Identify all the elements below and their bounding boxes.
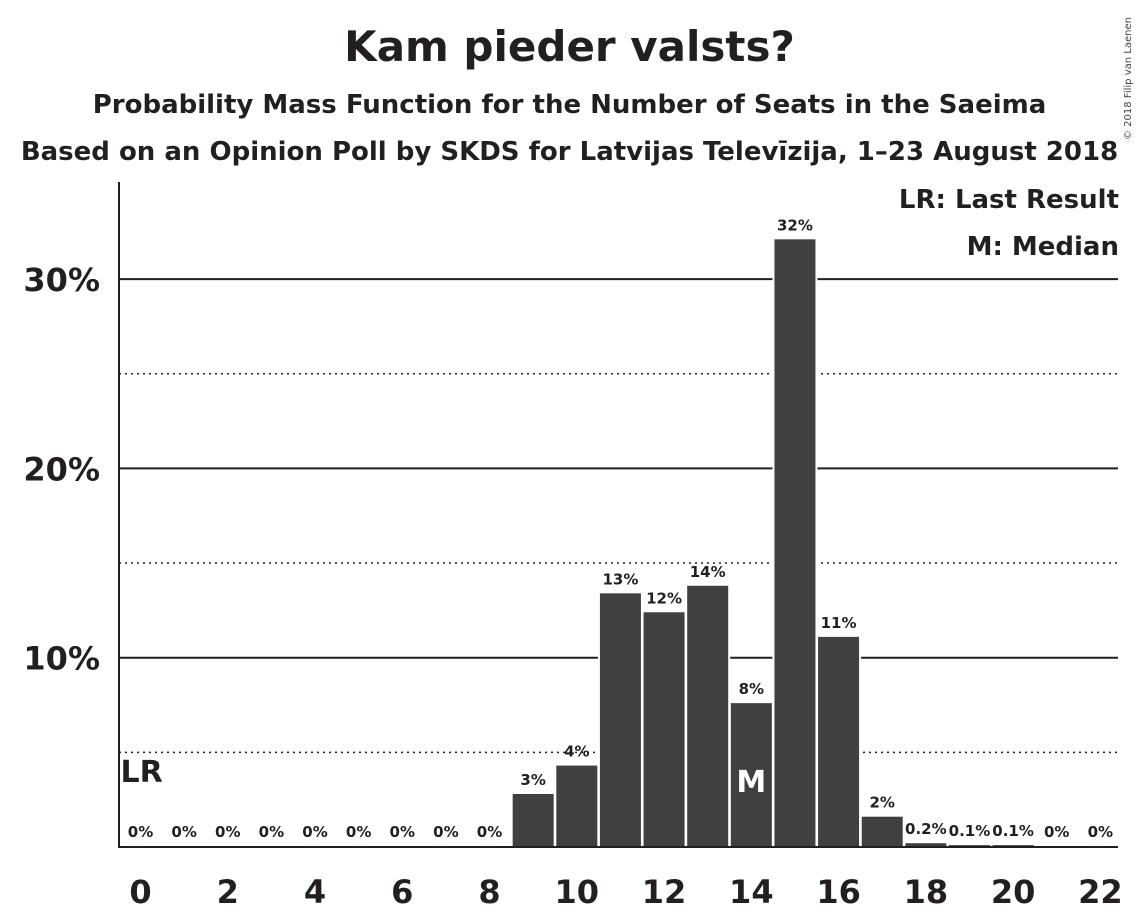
data-label-seat-14: 8% — [739, 680, 764, 698]
data-label-seat-21: 0% — [1044, 823, 1069, 841]
y-tick-label: 30% — [23, 261, 100, 299]
bar-seat-16 — [818, 636, 860, 847]
x-tick-label: 12 — [642, 873, 687, 911]
bar-seat-11 — [599, 593, 641, 847]
x-tick-label: 6 — [391, 873, 413, 911]
chart-subtitle-source: Based on an Opinion Poll by SKDS for Lat… — [20, 137, 1119, 167]
bar-seat-15 — [774, 239, 816, 848]
x-tick-label: 10 — [555, 873, 600, 911]
data-label-seat-22: 0% — [1088, 823, 1113, 841]
chart-title: Kam pieder valsts? — [344, 22, 795, 71]
data-label-seat-9: 3% — [520, 771, 545, 789]
chart-subtitle: Probability Mass Function for the Number… — [92, 90, 1047, 120]
data-label-seat-18: 0.2% — [905, 820, 947, 838]
data-label-seat-10: 4% — [564, 743, 589, 761]
x-tick-label: 20 — [991, 873, 1036, 911]
x-tick-label: 16 — [816, 873, 861, 911]
data-label-seat-11: 13% — [602, 570, 638, 588]
last-result-marker: LR — [121, 755, 163, 790]
bar-seat-10 — [556, 765, 598, 847]
x-tick-label: 0 — [129, 873, 151, 911]
bar-seat-13 — [687, 585, 729, 847]
data-label-seat-17: 2% — [869, 794, 894, 812]
median-marker: M — [736, 765, 766, 800]
data-label-seat-4: 0% — [302, 823, 327, 841]
bar-outline — [990, 843, 1036, 847]
x-tick-label: 8 — [478, 873, 500, 911]
bar-seat-14 — [730, 703, 772, 847]
data-label-seat-15: 32% — [777, 216, 813, 234]
bar-seat-12 — [643, 612, 685, 847]
x-tick-label: 22 — [1078, 873, 1123, 911]
y-tick-label: 10% — [23, 640, 100, 678]
x-tick-label: 4 — [304, 873, 326, 911]
x-tick-label: 2 — [217, 873, 239, 911]
bar-seat-18 — [905, 843, 947, 847]
data-label-seat-6: 0% — [390, 823, 415, 841]
legend-median: M: Median — [966, 232, 1119, 262]
x-tick-label: 14 — [729, 873, 774, 911]
data-label-seat-12: 12% — [646, 589, 682, 607]
data-label-seat-8: 0% — [477, 823, 502, 841]
data-label-seat-7: 0% — [433, 823, 458, 841]
y-tick-label: 20% — [23, 450, 100, 488]
data-label-seat-16: 11% — [821, 614, 857, 632]
bar-outline — [946, 843, 992, 847]
data-label-seat-13: 14% — [690, 563, 726, 581]
x-tick-label: 18 — [904, 873, 949, 911]
data-label-seat-1: 0% — [171, 823, 196, 841]
data-label-seat-2: 0% — [215, 823, 240, 841]
legend-last-result: LR: Last Result — [898, 185, 1119, 215]
data-label-seat-3: 0% — [259, 823, 284, 841]
bar-seat-9 — [512, 793, 554, 847]
data-label-seat-19: 0.1% — [949, 822, 991, 840]
bar-seat-17 — [861, 816, 903, 847]
data-label-seat-20: 0.1% — [992, 822, 1034, 840]
data-label-seat-0: 0% — [128, 823, 153, 841]
data-label-seat-5: 0% — [346, 823, 371, 841]
